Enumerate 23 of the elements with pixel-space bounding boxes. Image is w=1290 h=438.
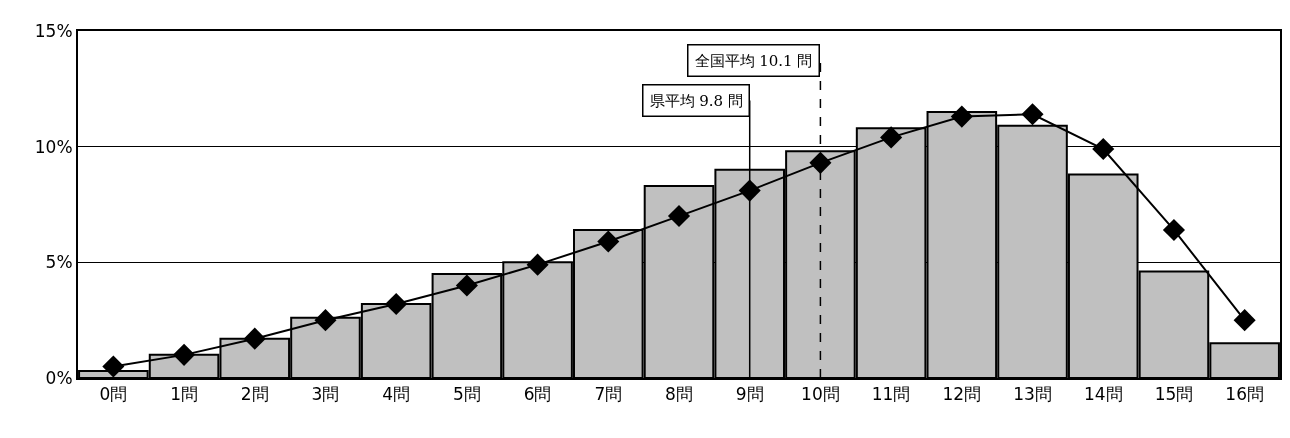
x-tick-label: 3問 [311, 384, 340, 405]
x-tick-label: 16問 [1225, 384, 1264, 405]
x-tick-label: 5問 [452, 384, 481, 405]
y-tick-label: 15% [34, 20, 73, 41]
x-tick-label: 10問 [801, 384, 840, 405]
x-tick-label: 11問 [871, 384, 911, 405]
x-tick-label: 2問 [240, 384, 269, 405]
x-tick-label: 8問 [665, 384, 693, 405]
x-tick-label: 13問 [1013, 384, 1052, 405]
ref-line-label: 全国平均 10.1 問 [694, 51, 813, 70]
ref-line-label: 県平均 9.8 問 [649, 91, 743, 110]
x-tick-label: 15問 [1154, 384, 1194, 405]
x-tick-label: 9問 [735, 384, 764, 405]
y-tick-label: 5% [45, 252, 73, 273]
x-tick-label: 1問 [170, 384, 198, 405]
x-tick-label: 4問 [382, 384, 411, 405]
x-tick-label: 7問 [594, 384, 623, 405]
x-tick-label: 0問 [99, 384, 128, 405]
y-tick-label: 0% [45, 367, 73, 388]
y-tick-label: 10% [34, 136, 73, 157]
x-tick-label: 6問 [523, 384, 552, 405]
x-tick-label: 14問 [1083, 384, 1123, 405]
x-tick-label: 12問 [942, 384, 982, 405]
